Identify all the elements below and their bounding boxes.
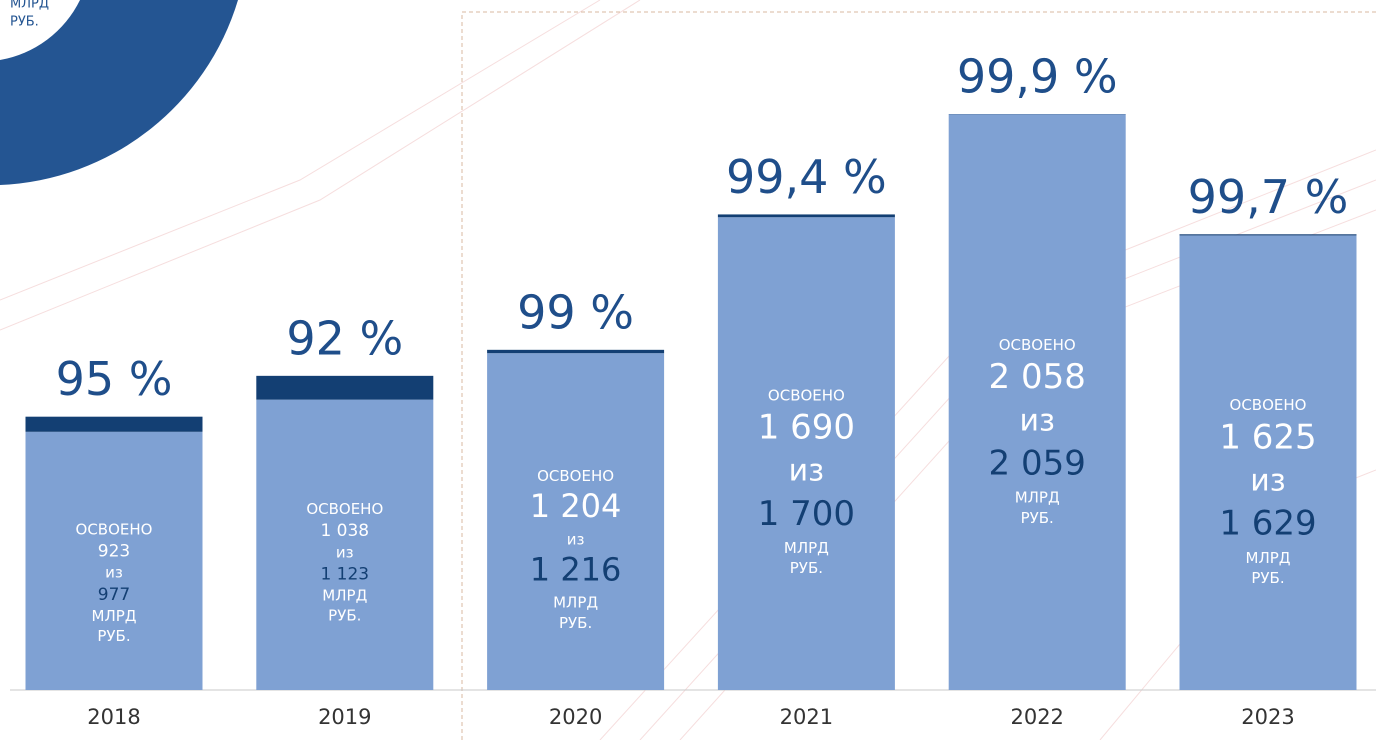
corner-shape [0, 0, 238, 185]
bar-planned [717, 214, 895, 218]
planned-value: 2 059 [989, 444, 1086, 484]
unit-label: РУБ. [1021, 509, 1054, 527]
spent-value: 2 058 [989, 357, 1086, 397]
spent-label: ОСВОЕНО [76, 521, 153, 539]
x-tick-label: 2023 [1241, 705, 1294, 729]
planned-value: 1 123 [320, 564, 369, 584]
planned-value: 1 629 [1219, 504, 1316, 544]
spent-label: ОСВОЕНО [768, 386, 845, 404]
percent-label: 99,4 % [726, 150, 887, 204]
spent-value: 923 [98, 542, 130, 562]
x-tick-label: 2018 [87, 705, 140, 729]
spent-label: ОСВОЕНО [537, 467, 614, 485]
percent-label: 99,7 % [1188, 170, 1349, 224]
of-label: из [336, 543, 354, 561]
spent-value: 1 625 [1219, 417, 1316, 457]
unit-label: РУБ. [97, 627, 130, 645]
unit-label: МЛРД [1246, 549, 1291, 567]
of-label: из [789, 454, 824, 489]
dashed-frame [461, 11, 1376, 740]
unit-label: РУБ. [328, 607, 361, 625]
bar-spent [1179, 235, 1357, 690]
percent-label: 99,9 % [957, 50, 1118, 104]
unit-label: РУБ. [790, 559, 823, 577]
bar-planned [1179, 234, 1357, 236]
spent-label: ОСВОЕНО [999, 336, 1076, 354]
bar-spent [717, 217, 895, 690]
x-tick-label: 2022 [1010, 705, 1063, 729]
spent-value: 1 690 [758, 407, 855, 447]
bar-planned [487, 349, 665, 354]
x-tick-label: 2020 [549, 705, 602, 729]
unit-label: РУБ. [1251, 569, 1284, 587]
of-label: из [105, 564, 123, 582]
of-label: из [567, 530, 585, 548]
unit-label: МЛРД [784, 539, 829, 557]
planned-value: 1 216 [530, 551, 622, 589]
corner-unit: РУБ. [10, 15, 39, 30]
percent-label: 92 % [286, 311, 403, 365]
of-label: из [1250, 464, 1285, 499]
unit-label: МЛРД [1015, 489, 1060, 507]
of-label: из [1019, 403, 1054, 438]
spent-label: ОСВОЕНО [1230, 396, 1307, 414]
bar-spent [487, 353, 665, 690]
bar-spent [25, 431, 203, 690]
x-tick-label: 2021 [780, 705, 833, 729]
spent-value: 1 038 [320, 521, 369, 541]
unit-label: МЛРД [92, 607, 137, 625]
percent-label: 95 % [56, 352, 173, 406]
x-tick-label: 2019 [318, 705, 371, 729]
corner-unit: МЛРД [10, 0, 49, 12]
unit-label: МЛРД [553, 594, 598, 612]
bar-spent [948, 114, 1126, 691]
percent-label: 99 % [517, 285, 634, 339]
corner-hole [0, 0, 80, 60]
spent-value: 1 204 [530, 487, 622, 525]
planned-value: 1 700 [758, 494, 855, 534]
bar-planned [256, 375, 434, 400]
unit-label: МЛРД [322, 586, 367, 604]
planned-value: 977 [98, 585, 130, 605]
unit-label: РУБ. [559, 614, 592, 632]
bar-spent [256, 399, 434, 690]
bar-planned [25, 416, 203, 432]
spent-label: ОСВОЕНО [306, 500, 383, 518]
